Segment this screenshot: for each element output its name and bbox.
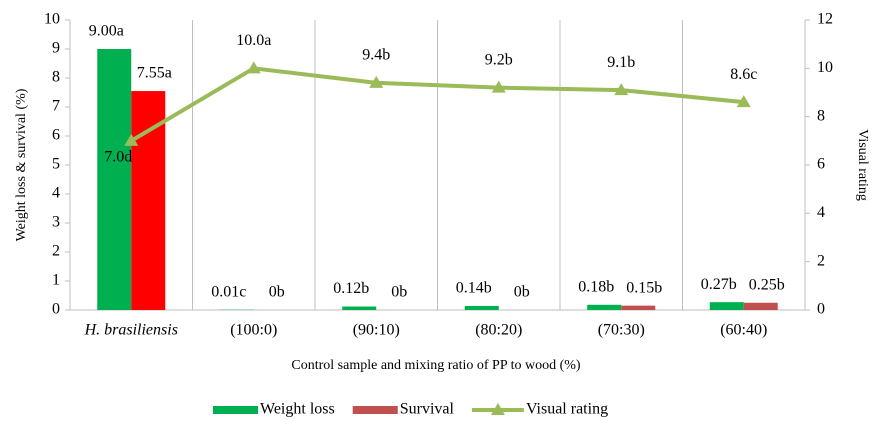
bar: [131, 91, 166, 310]
bar: [709, 302, 744, 310]
line-marker: [246, 61, 261, 74]
y2-tick-label: 10: [817, 59, 833, 76]
bar: [97, 49, 132, 310]
legend-marker: [490, 403, 505, 415]
data-label: 9.00a: [89, 23, 124, 40]
data-label: 9.2b: [485, 51, 513, 68]
bar: [342, 306, 377, 310]
y-tick-label: 0: [52, 301, 60, 318]
line-marker: [369, 75, 384, 88]
data-label: 0.01c: [211, 283, 246, 300]
x-tick-label: (90:10): [353, 322, 400, 339]
line-marker: [614, 83, 629, 96]
x-tick-label: (60:40): [720, 322, 767, 339]
y-tick-label: 8: [52, 69, 60, 86]
x-axis-title: Control sample and mixing ratio of PP to…: [291, 358, 581, 373]
y-axis-title: Weight loss & survival (%): [14, 88, 29, 241]
data-label: 0b: [269, 284, 285, 301]
data-label: 7.55a: [137, 65, 172, 82]
y-tick-label: 7: [52, 98, 60, 115]
data-label: 7.0d: [104, 149, 132, 166]
legend-label: Survival: [400, 401, 455, 418]
data-label: 8.6c: [730, 66, 757, 83]
data-label: 10.0a: [236, 32, 271, 49]
x-tick-label: H. brasiliensis: [84, 322, 178, 339]
y2-axis-title: Visual rating: [855, 129, 870, 201]
y2-tick-label: 6: [817, 156, 825, 173]
y2-tick-label: 0: [817, 301, 825, 318]
x-tick-label: (100:0): [230, 322, 277, 339]
data-label: 0.12b: [333, 280, 369, 297]
y2-tick-label: 4: [817, 204, 825, 221]
y-tick-label: 1: [52, 272, 60, 289]
y-tick-label: 4: [52, 185, 60, 202]
y-tick-label: 10: [44, 11, 60, 28]
y-tick-label: 6: [52, 127, 60, 144]
data-label: 0.18b: [578, 278, 614, 295]
line: [130, 66, 744, 143]
y2-tick-label: 8: [817, 107, 825, 124]
y-tick-label: 5: [52, 156, 60, 173]
data-label: 0b: [391, 284, 407, 301]
bar: [587, 304, 622, 310]
bar: [621, 305, 656, 310]
y2-tick-label: 2: [817, 252, 825, 269]
data-label: 9.1b: [607, 54, 635, 71]
y-tick-label: 2: [52, 243, 60, 260]
legend-swatch: [213, 406, 258, 414]
legend-swatch: [352, 406, 398, 414]
bar: [464, 305, 499, 310]
data-label: 0.14b: [456, 280, 492, 297]
legend-label: Visual rating: [526, 401, 608, 418]
x-tick-label: (80:20): [475, 322, 522, 339]
data-label: 0.15b: [626, 279, 662, 296]
line-marker: [124, 133, 139, 146]
data-label: 9.4b: [362, 47, 390, 64]
y-tick-label: 3: [52, 214, 60, 231]
legend-label: Weight loss: [260, 401, 335, 418]
y-tick-label: 9: [52, 40, 60, 57]
data-label: 0b: [514, 284, 530, 301]
line-marker: [491, 80, 506, 93]
data-label: 0.25b: [749, 276, 785, 293]
x-tick-label: (70:30): [598, 322, 645, 339]
bar: [743, 302, 778, 310]
line-marker: [736, 95, 751, 108]
y2-tick-label: 12: [817, 11, 833, 28]
data-label: 0.27b: [701, 276, 737, 293]
